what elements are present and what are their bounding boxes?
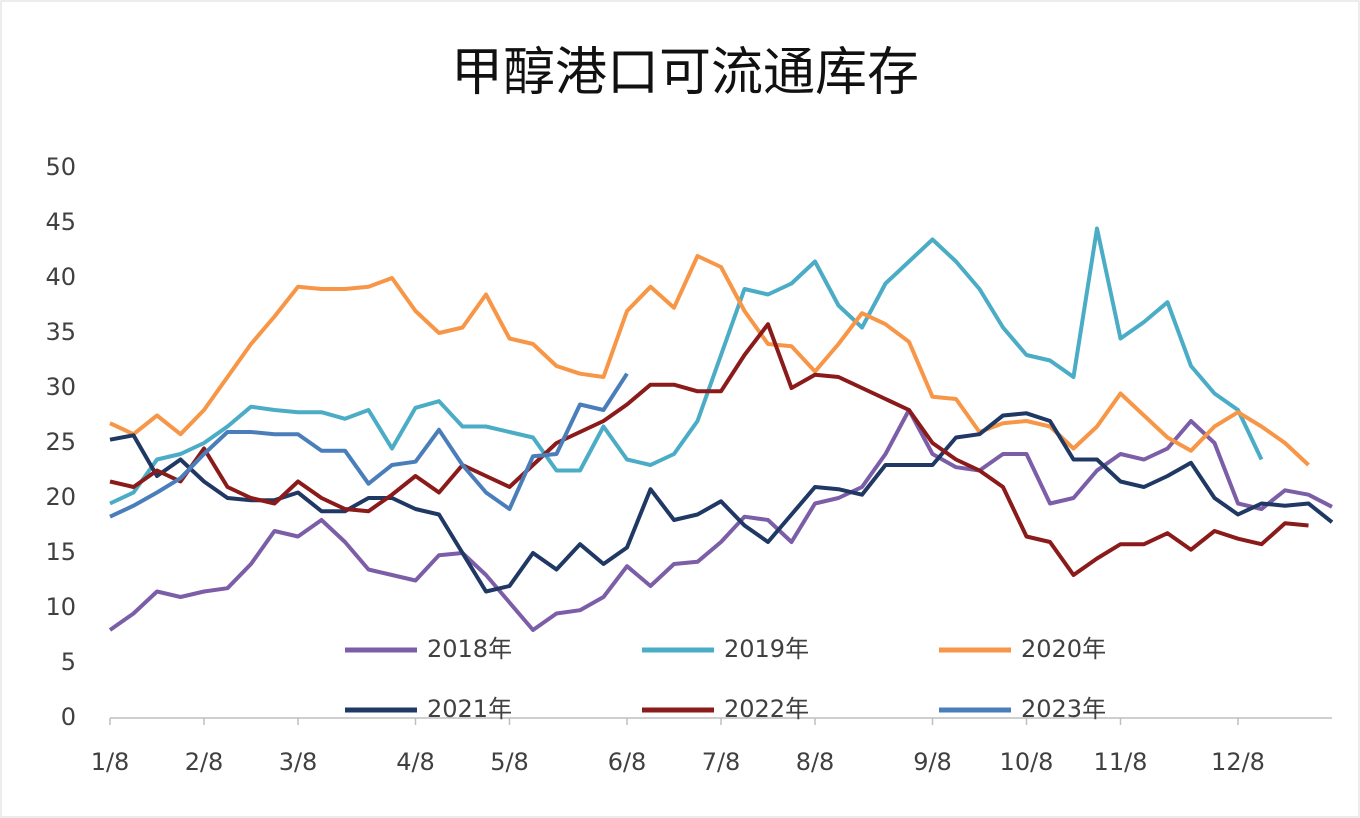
- x-tick-label: 5/8: [490, 748, 529, 776]
- y-tick-label: 30: [45, 373, 76, 401]
- x-tick-label: 3/8: [279, 748, 318, 776]
- x-tick-label: 12/8: [1211, 748, 1265, 776]
- x-tick-label: 11/8: [1094, 748, 1148, 776]
- legend-label: 2021年: [427, 695, 512, 723]
- y-tick-label: 5: [61, 648, 76, 676]
- y-tick-label: 50: [45, 153, 76, 181]
- chart-title: 甲醇港口可流通库存: [451, 43, 919, 103]
- y-tick-label: 35: [45, 318, 76, 346]
- x-tick-label: 10/8: [1000, 748, 1054, 776]
- x-tick-label: 4/8: [396, 748, 435, 776]
- series-line: [109, 372, 629, 519]
- y-tick-label: 15: [45, 538, 76, 566]
- y-tick-label: 25: [45, 428, 76, 456]
- legend-label: 2020年: [1021, 635, 1106, 663]
- y-tick-label: 10: [45, 593, 76, 621]
- series-line: [109, 411, 1334, 594]
- y-tick-label: 20: [45, 483, 76, 511]
- y-tick-label: 0: [61, 703, 76, 731]
- y-tick-label: 45: [45, 208, 76, 236]
- series-line: [109, 226, 1264, 506]
- series-line: [108, 408, 1333, 632]
- y-tick-label: 40: [45, 263, 76, 291]
- x-tick-label: 1/8: [91, 748, 130, 776]
- legend-label: 2019年: [724, 635, 809, 663]
- series-line: [109, 254, 1310, 467]
- legend-label: 2018年: [427, 635, 512, 663]
- legend-label: 2023年: [1021, 695, 1106, 723]
- legend-label: 2022年: [724, 695, 809, 723]
- series-line: [109, 322, 1309, 577]
- x-tick-label: 6/8: [608, 748, 647, 776]
- x-tick-label: 8/8: [796, 748, 835, 776]
- x-tick-label: 9/8: [913, 748, 952, 776]
- x-tick-label: 7/8: [702, 748, 741, 776]
- x-tick-label: 2/8: [185, 748, 224, 776]
